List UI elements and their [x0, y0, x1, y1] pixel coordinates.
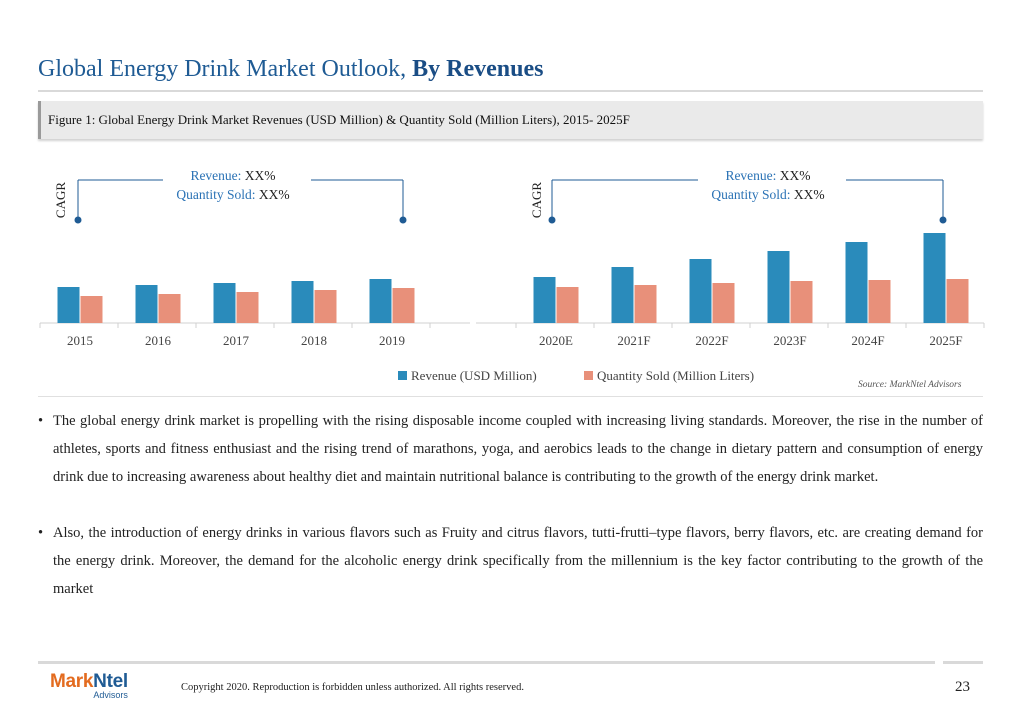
figure-caption-band: Figure 1: Global Energy Drink Market Rev…: [38, 101, 983, 139]
cagr-quantity-value: XX%: [794, 187, 825, 202]
x-tick-label: 2018: [301, 333, 327, 348]
company-logo: MarkNtel Advisors: [50, 672, 128, 700]
revenue-bar: [57, 287, 80, 323]
x-tick-label: 2022F: [695, 333, 728, 348]
revenue-quantity-chart: 2015 2016 2017 2018 2019 2020E 2021F 2022F 2023F…: [39, 168, 985, 348]
revenue-bar: [213, 283, 236, 323]
revenue-bar: [923, 233, 946, 323]
revenue-bar: [291, 281, 314, 323]
quantity-bar: [314, 290, 337, 323]
cagr-quantity-value: XX%: [259, 187, 290, 202]
x-tick-label: 2025F: [929, 333, 962, 348]
cagr-axis-label: CAGR: [529, 182, 544, 218]
cagr-revenue-key: Revenue:: [190, 168, 244, 183]
page-title-regular: Global Energy Drink Market Outlook,: [38, 56, 413, 82]
cagr-revenue-key: Revenue:: [725, 168, 779, 183]
legend-swatch: [398, 371, 407, 380]
quantity-bar: [712, 283, 735, 323]
quantity-bar: [80, 296, 103, 323]
legend-swatch: [584, 371, 593, 380]
section-divider: [38, 396, 983, 397]
quantity-bar: [634, 285, 657, 323]
cagr-revenue-text: Revenue: XX%: [725, 168, 810, 183]
revenue-bar: [533, 277, 556, 323]
x-tick-label: 2016: [145, 333, 172, 348]
cagr-dot: [939, 216, 947, 224]
revenue-bar: [135, 285, 158, 323]
page-number: 23: [955, 679, 970, 695]
x-tick-label: 2023F: [773, 333, 806, 348]
cagr-quantity-key: Quantity Sold:: [711, 187, 794, 202]
footer-rule-short: [943, 661, 983, 664]
quantity-bar: [868, 280, 891, 323]
bullet-item: • Also, the introduction of energy drinks…: [38, 519, 983, 603]
quantity-bar: [158, 294, 181, 323]
revenue-bar: [611, 267, 634, 323]
x-tick-label: 2021F: [617, 333, 650, 348]
bullet-dot: •: [38, 525, 44, 541]
x-tick-label: 2015: [67, 333, 93, 348]
footer-rule: [38, 661, 935, 664]
cagr-quantity-text: Quantity Sold: XX%: [711, 187, 824, 202]
logo-subtitle: Advisors: [93, 690, 128, 700]
cagr-dot: [548, 216, 556, 224]
cagr-dot: [399, 216, 407, 224]
bullet-item: • The global energy drink market is prope…: [38, 407, 983, 491]
quantity-bar: [236, 292, 259, 323]
bullet-text: The global energy drink market is propel…: [53, 413, 983, 485]
legend-label: Quantity Sold (Million Liters): [597, 368, 755, 383]
cagr-revenue-value: XX%: [780, 168, 811, 183]
revenue-bar: [767, 251, 790, 323]
quantity-bar: [392, 288, 415, 323]
cagr-dot: [74, 216, 82, 224]
quantity-bar: [790, 281, 813, 323]
revenue-bar: [845, 242, 868, 323]
logo-ntel-text: Ntel: [93, 671, 128, 692]
chart-source: Source: MarkNtel Advisors: [858, 380, 962, 390]
bullet-list: • The global energy drink market is prope…: [38, 407, 983, 603]
cagr-quantity-text: Quantity Sold: XX%: [176, 187, 289, 202]
logo-wordmark: MarkNtel: [50, 672, 128, 691]
cagr-quantity-key: Quantity Sold:: [176, 187, 259, 202]
title-divider: [38, 90, 983, 92]
figure-caption: Figure 1: Global Energy Drink Market Rev…: [48, 112, 630, 127]
quantity-bar: [556, 287, 579, 323]
revenue-bar: [689, 259, 712, 323]
revenue-bar: [369, 279, 392, 323]
cagr-revenue-text: Revenue: XX%: [190, 168, 275, 183]
bullet-text: Also, the introduction of energy drinks …: [53, 525, 983, 597]
x-tick-label: 2020E: [539, 333, 573, 348]
page-title-bold: By Revenues: [412, 56, 544, 82]
x-tick-label: 2019: [379, 333, 405, 348]
legend-item-quantity: Quantity Sold (Million Liters): [584, 368, 754, 384]
copyright-notice: Copyright 2020. Reproduction is forbidde…: [181, 682, 524, 693]
quantity-bar: [946, 279, 969, 323]
cagr-axis-label: CAGR: [53, 182, 68, 218]
logo-mark-text: Mark: [50, 671, 94, 692]
x-tick-label: 2017: [223, 333, 250, 348]
page-title: Global Energy Drink Market Outlook, By R…: [38, 56, 544, 83]
legend-label: Revenue (USD Million): [411, 368, 537, 383]
legend-item-revenue: Revenue (USD Million): [398, 368, 537, 384]
cagr-revenue-value: XX%: [245, 168, 276, 183]
bullet-dot: •: [38, 413, 44, 429]
x-tick-label: 2024F: [851, 333, 884, 348]
